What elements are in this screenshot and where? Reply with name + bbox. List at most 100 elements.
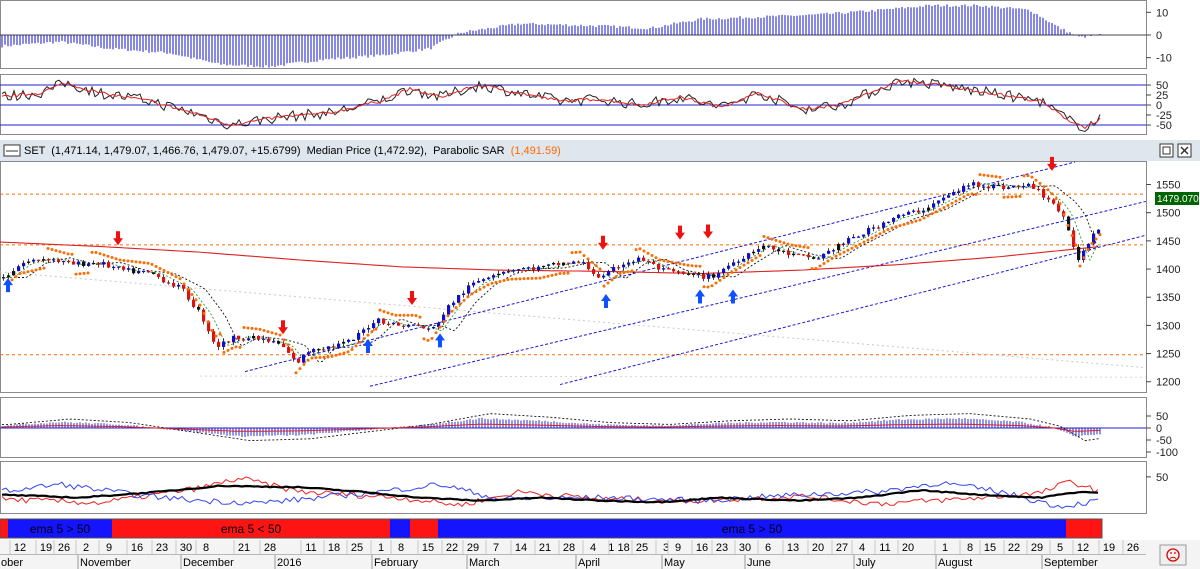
parabolic-sar-dot <box>1070 234 1074 238</box>
date-day-label: 21 <box>238 542 250 554</box>
parabolic-sar-dot <box>746 261 750 265</box>
date-day-label: 28 <box>264 542 276 554</box>
parabolic-sar-dot <box>678 262 682 266</box>
parabolic-sar-dot <box>854 244 858 248</box>
date-day-label: 16 <box>696 542 708 554</box>
candle-body <box>112 266 116 269</box>
parabolic-sar-dot <box>630 269 634 273</box>
parabolic-sar-dot <box>306 358 310 362</box>
parabolic-sar-dot <box>278 333 282 337</box>
parabolic-sar-dot <box>334 353 338 357</box>
date-day-label: 19 <box>40 542 52 554</box>
parabolic-sar-dot <box>1030 175 1034 179</box>
candle-body <box>1042 188 1046 198</box>
parabolic-sar-dot <box>638 247 642 251</box>
date-day-label: 15 <box>984 542 996 554</box>
parabolic-sar-dot <box>298 367 302 371</box>
parabolic-sar-dot <box>674 261 678 265</box>
parabolic-sar-dot <box>738 266 742 270</box>
candle-body <box>247 338 251 341</box>
parabolic-sar-dot <box>634 248 638 252</box>
sell-arrow-icon <box>407 290 417 305</box>
parabolic-sar-dot <box>186 287 190 291</box>
price-pane <box>0 161 1147 393</box>
parabolic-sar-dot <box>226 348 230 352</box>
candle-body <box>882 222 886 228</box>
candle-body <box>632 261 636 263</box>
parabolic-sar-dot <box>1086 248 1090 252</box>
candle-body <box>107 262 111 268</box>
parabolic-sar-dot <box>650 254 654 258</box>
date-month-label: ober <box>1 557 23 569</box>
candle-body <box>72 261 76 265</box>
candle-body <box>927 207 931 211</box>
sell-arrow-icon <box>675 225 685 240</box>
parabolic-sar-dot <box>642 249 646 253</box>
parabolic-sar-dot <box>322 355 326 359</box>
price-tag <box>1155 192 1199 205</box>
candle-body <box>327 346 331 350</box>
candle-body <box>702 273 706 279</box>
candle-body <box>187 288 191 300</box>
parabolic-sar-dot <box>798 244 802 248</box>
parabolic-sar-dot <box>54 249 58 253</box>
parabolic-sar-dot <box>838 252 842 256</box>
date-day-label: 6 <box>765 542 771 554</box>
candle-body <box>222 341 226 347</box>
parabolic-sar-dot <box>594 264 598 268</box>
candle-body <box>507 271 511 273</box>
date-day-label: 1 <box>378 542 384 554</box>
parabolic-sar-dot <box>682 263 686 267</box>
candle-body <box>67 260 71 263</box>
parabolic-sar-dot <box>474 290 478 294</box>
candle-body <box>672 269 676 272</box>
parabolic-sar-dot <box>342 351 346 355</box>
parabolic-sar-dot <box>190 293 194 297</box>
parabolic-sar-dot <box>1018 194 1022 198</box>
candle-body <box>622 264 626 268</box>
candle-body <box>232 335 236 343</box>
candle-body <box>667 268 671 270</box>
parabolic-sar-dot <box>646 251 650 255</box>
price-title-bar <box>0 140 1200 161</box>
parabolic-sar-dot <box>74 272 78 276</box>
parabolic-sar-dot <box>238 345 242 349</box>
status-button[interactable] <box>1159 544 1187 566</box>
parabolic-sar-dot <box>118 258 122 262</box>
parabolic-sar-dot <box>718 278 722 282</box>
buy-arrow-icon <box>695 289 705 304</box>
parabolic-sar-dot <box>790 243 794 247</box>
parabolic-sar-dot <box>210 328 214 332</box>
maximize-button[interactable] <box>1159 143 1174 158</box>
parabolic-sar-dot <box>518 277 522 281</box>
sad-face-icon <box>1174 552 1176 554</box>
parabolic-sar-dot <box>250 326 254 330</box>
candle-body <box>177 284 181 287</box>
parabolic-sar-dot <box>370 329 374 333</box>
parabolic-sar-dot <box>462 298 466 302</box>
parabolic-sar-dot <box>154 264 158 268</box>
parabolic-sar-dot <box>1066 223 1070 227</box>
parabolic-sar-dot <box>402 313 406 317</box>
date-day-label: 28 <box>563 542 575 554</box>
sell-arrow-icon <box>703 224 713 239</box>
candle-body <box>717 273 721 278</box>
candle-body <box>2 277 6 279</box>
y-tick-label: -25 <box>1156 110 1172 122</box>
close-icon <box>1180 146 1189 155</box>
candle-body <box>647 260 651 263</box>
candle-body <box>1067 216 1071 231</box>
candle-body <box>292 352 296 359</box>
parabolic-sar-dot <box>958 197 962 201</box>
date-day-label: 12 <box>14 542 26 554</box>
y-tick-label: 1300 <box>1156 320 1180 332</box>
y-tick-label: 0 <box>1156 30 1162 42</box>
candle-body <box>12 271 16 276</box>
candle-body <box>542 265 546 268</box>
date-day-label: 19 <box>1103 542 1115 554</box>
candle-body <box>207 321 211 332</box>
y-tick-label: 1350 <box>1156 292 1180 304</box>
parabolic-sar-dot <box>522 277 526 281</box>
date-month-label: March <box>469 557 500 569</box>
